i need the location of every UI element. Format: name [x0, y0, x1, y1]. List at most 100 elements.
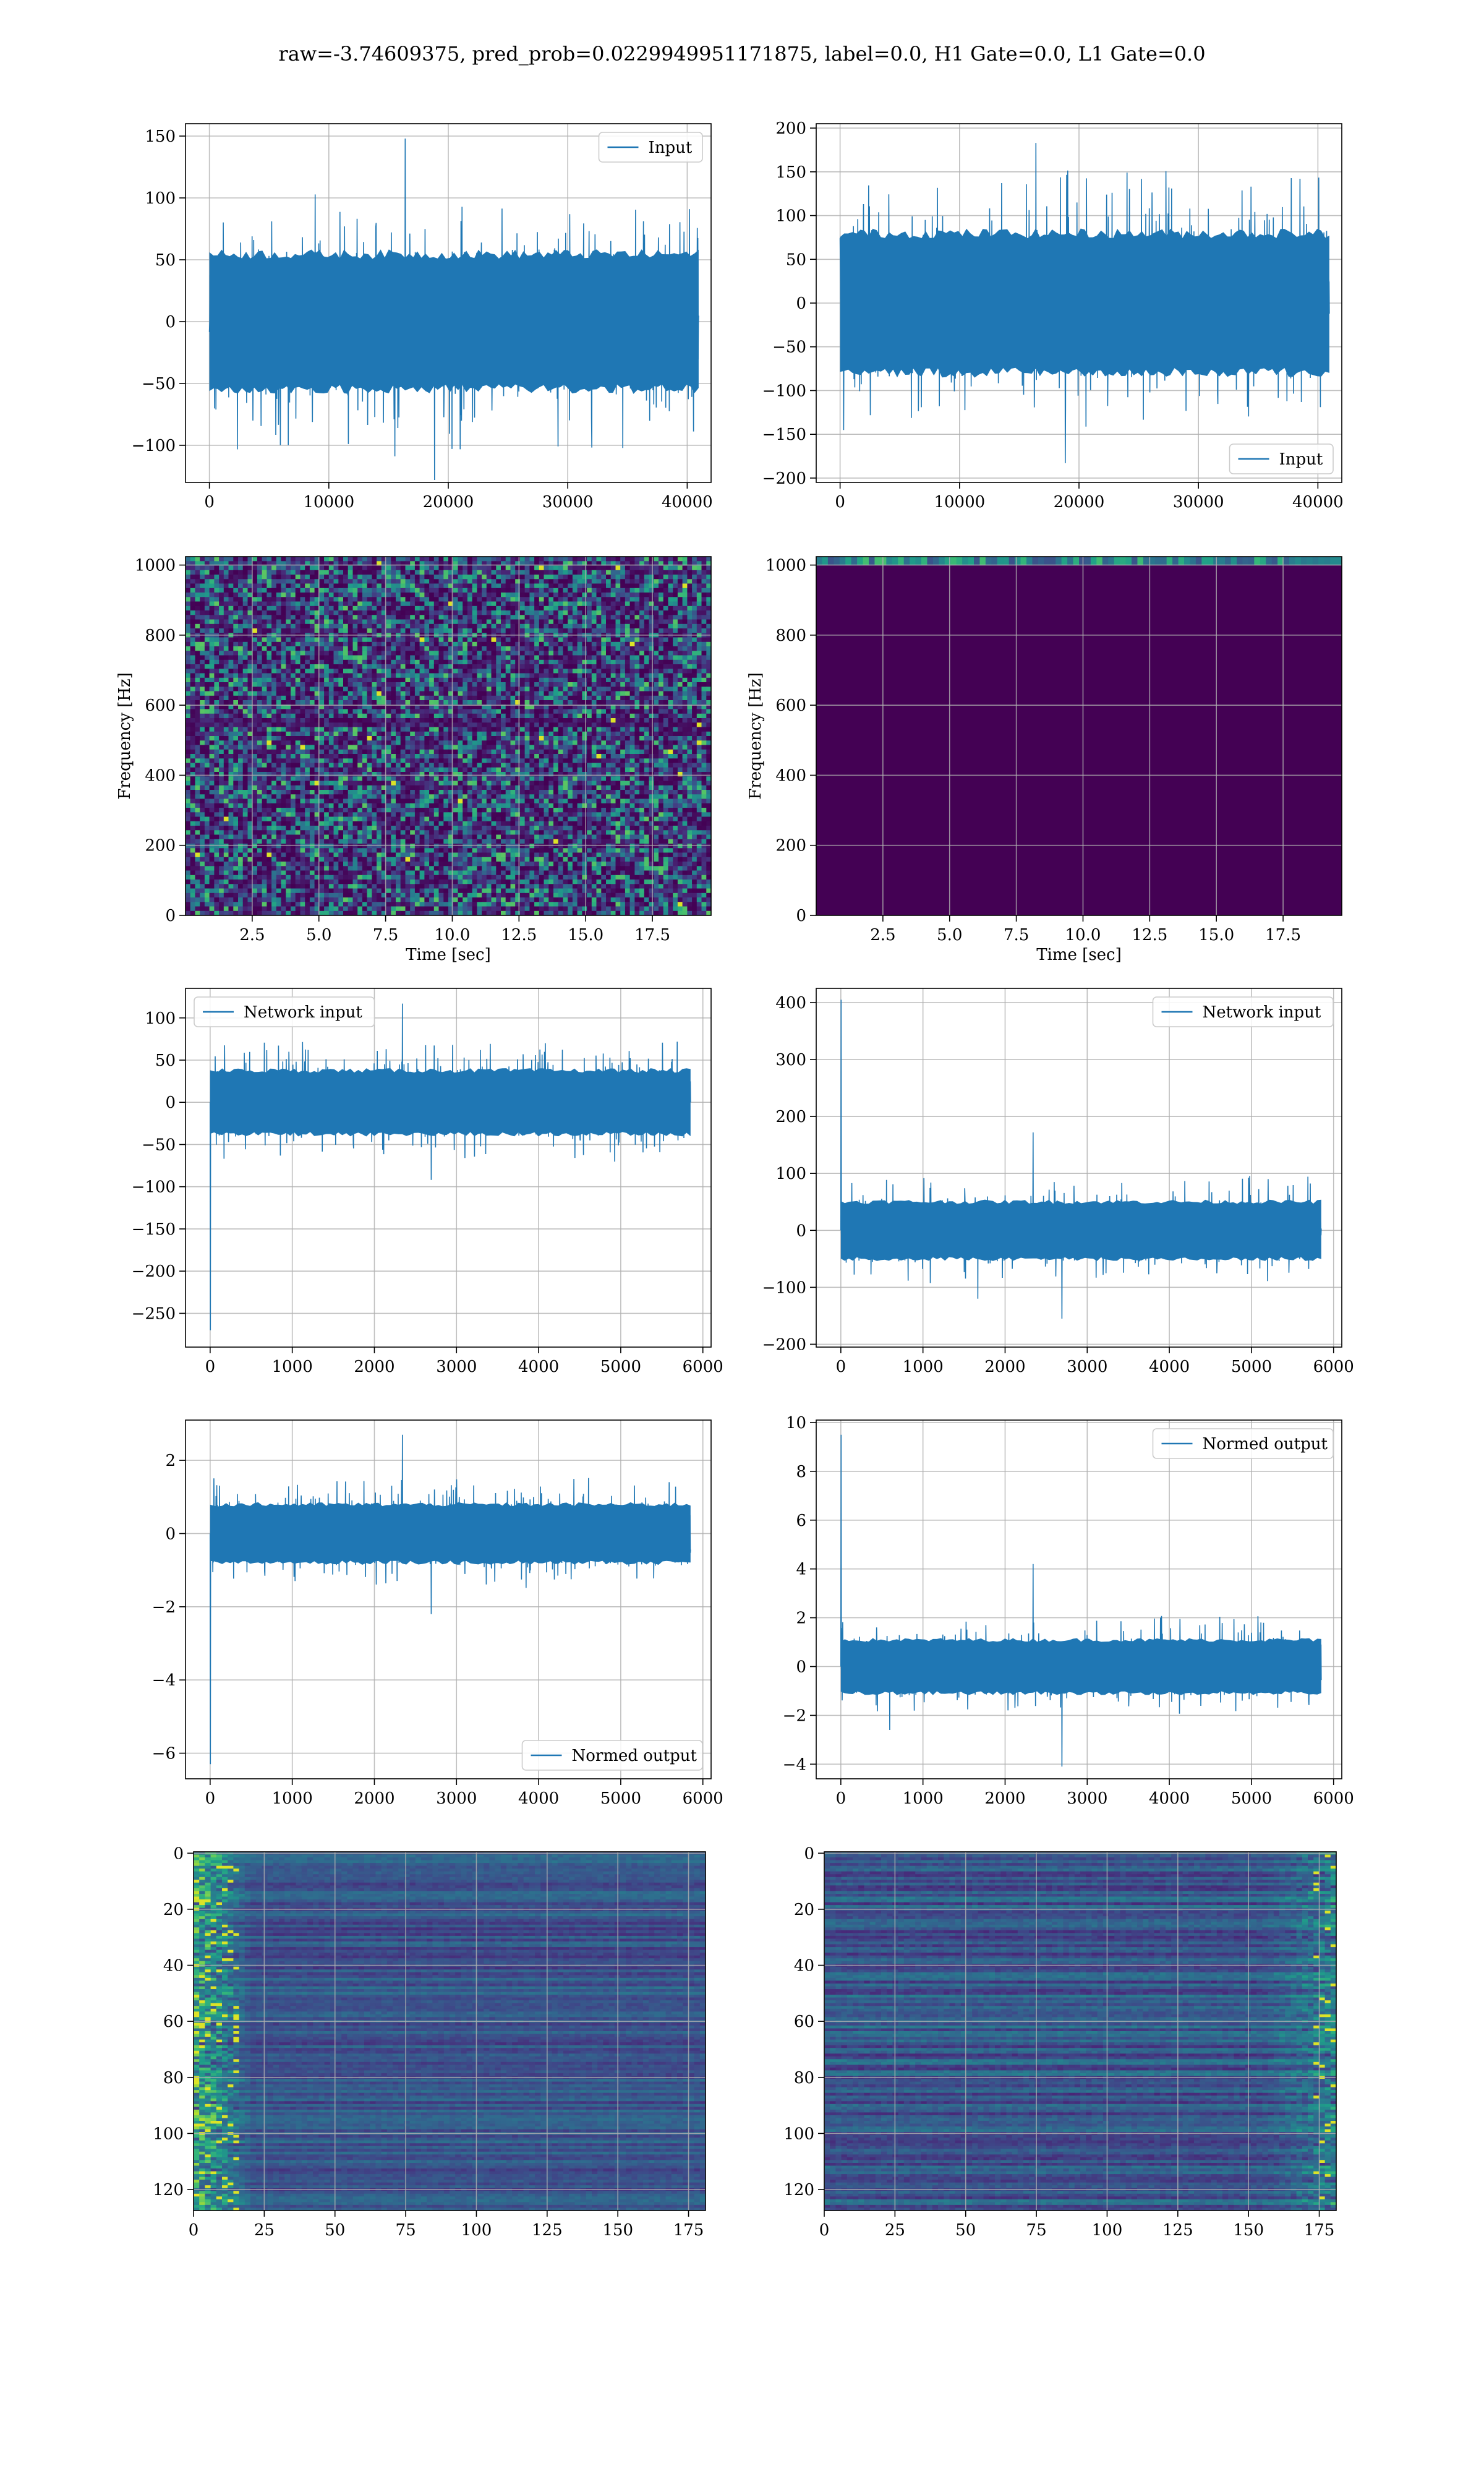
- heatmap-cell: [663, 619, 668, 625]
- heatmap-cell: [352, 593, 358, 597]
- heatmap-cell: [625, 722, 631, 728]
- heatmap-cell: [214, 695, 220, 701]
- heatmap-cell: [601, 557, 607, 562]
- heatmap-cell: [391, 655, 396, 661]
- heatmap-cell: [458, 722, 463, 728]
- heatmap-cell: [271, 615, 277, 620]
- heatmap-cell: [505, 727, 511, 732]
- heatmap-cell: [539, 736, 545, 741]
- heatmap-cell: [515, 718, 521, 723]
- heatmap-cell: [701, 718, 707, 723]
- heatmap-cell: [309, 731, 315, 737]
- heatmap-cell: [276, 583, 282, 589]
- heatmap-cell: [510, 722, 516, 728]
- heatmap-cell: [696, 601, 702, 607]
- heatmap-cell: [501, 745, 506, 750]
- heatmap-cell: [649, 583, 654, 589]
- heatmap-cell: [558, 606, 563, 611]
- heatmap-cell: [410, 659, 416, 665]
- heatmap-cell: [433, 691, 440, 696]
- heatmap-cell: [629, 615, 635, 620]
- heatmap-cell: [204, 583, 210, 589]
- heatmap-cell: [524, 601, 530, 607]
- heatmap-cell: [295, 597, 301, 602]
- heatmap-cell: [233, 682, 239, 687]
- heatmap-cell: [271, 570, 277, 575]
- heatmap-cell: [186, 682, 191, 687]
- heatmap-cell: [238, 561, 244, 567]
- heatmap-cell: [505, 575, 511, 580]
- heatmap-cell: [309, 570, 315, 575]
- heatmap-cell: [252, 749, 258, 755]
- heatmap-cell: [582, 619, 587, 625]
- heatmap-cell: [591, 651, 597, 656]
- heatmap-cell: [257, 745, 263, 750]
- heatmap-cell: [591, 682, 597, 687]
- heatmap-cell: [515, 727, 521, 732]
- heatmap-cell: [267, 687, 272, 692]
- heatmap-cell: [414, 659, 420, 665]
- heatmap-cell: [238, 687, 244, 692]
- heatmap-cell: [486, 579, 492, 584]
- heatmap-cell: [482, 597, 487, 602]
- heatmap-cell: [568, 557, 573, 562]
- heatmap-cell: [352, 745, 358, 750]
- heatmap-cell: [539, 673, 545, 678]
- heatmap-cell: [381, 561, 387, 567]
- heatmap-cell: [649, 588, 654, 593]
- heatmap-cell: [629, 731, 635, 737]
- heatmap-cell: [692, 610, 697, 615]
- heatmap-cell: [291, 610, 296, 615]
- heatmap-cell: [281, 575, 286, 580]
- heatmap-cell: [314, 740, 320, 746]
- heatmap-cell: [319, 588, 325, 593]
- heatmap-cell: [396, 669, 401, 674]
- heatmap-cell: [419, 641, 425, 647]
- heatmap-cell: [519, 588, 526, 593]
- heatmap-cell: [352, 637, 358, 643]
- heatmap-cell: [587, 691, 592, 696]
- heatmap-cell: [400, 659, 406, 665]
- heatmap-cell: [505, 673, 511, 678]
- heatmap-cell: [458, 570, 463, 575]
- heatmap-cell: [396, 565, 401, 571]
- heatmap-cell: [654, 700, 659, 705]
- heatmap-cell: [338, 736, 344, 741]
- heatmap-cell: [424, 673, 430, 678]
- heatmap-cell: [625, 570, 631, 575]
- heatmap-cell: [238, 637, 244, 643]
- heatmap-cell: [391, 561, 396, 567]
- heatmap-cell: [491, 615, 497, 620]
- heatmap-cell: [659, 637, 664, 643]
- heatmap-cell: [467, 583, 473, 589]
- heatmap-cell: [414, 637, 420, 643]
- heatmap-cell: [267, 664, 272, 669]
- heatmap-cell: [357, 709, 363, 714]
- heatmap-cell: [400, 637, 406, 643]
- heatmap-cell: [572, 673, 578, 678]
- heatmap-cell: [400, 682, 406, 687]
- heatmap-cell: [587, 687, 592, 692]
- heatmap-cell: [219, 651, 224, 656]
- heatmap-cell: [477, 588, 482, 593]
- heatmap-cell: [238, 659, 244, 665]
- heatmap-cell: [706, 588, 711, 593]
- heatmap-cell: [620, 736, 626, 741]
- heatmap-cell: [391, 588, 396, 593]
- heatmap-cell: [271, 749, 277, 755]
- heatmap-cell: [458, 597, 463, 602]
- heatmap-cell: [391, 682, 396, 687]
- heatmap-cell: [267, 691, 272, 696]
- heatmap-cell: [252, 722, 258, 728]
- heatmap-cell: [582, 704, 587, 710]
- heatmap-cell: [424, 623, 430, 629]
- heatmap-cell: [682, 561, 688, 567]
- heatmap-cell: [386, 700, 391, 705]
- heatmap-cell: [563, 713, 568, 719]
- heatmap-cell: [582, 606, 587, 611]
- heatmap-cell: [257, 709, 263, 714]
- heatmap-cell: [295, 700, 301, 705]
- heatmap-cell: [620, 615, 626, 620]
- heatmap-cell: [319, 754, 325, 759]
- heatmap-cell: [242, 651, 248, 656]
